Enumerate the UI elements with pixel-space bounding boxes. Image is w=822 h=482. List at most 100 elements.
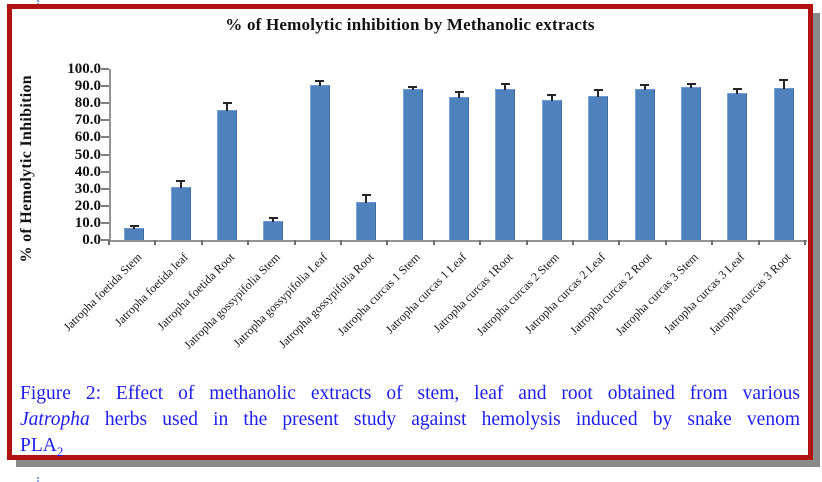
error-bar-cap <box>129 225 139 228</box>
y-tick-label: 100.0 <box>67 61 101 77</box>
caption-line-2: Jatropha herbs used in the present study… <box>20 407 800 433</box>
x-tick-mark <box>432 240 435 245</box>
bar-slot <box>204 69 250 240</box>
bar <box>588 96 609 240</box>
x-tick-mark <box>200 240 203 245</box>
y-tick-mark <box>101 153 109 156</box>
error-bar-cap <box>500 83 510 86</box>
y-tick-mark <box>101 239 109 241</box>
y-tick-mark <box>101 119 109 122</box>
error-bar-whisker <box>226 104 229 111</box>
y-tick-mark <box>101 136 109 139</box>
error-bar-cap <box>547 93 557 96</box>
caption-italic-word: Jatropha <box>20 409 90 430</box>
x-tick-mark <box>340 240 342 245</box>
bar-slot <box>111 69 157 240</box>
x-tick-mark <box>525 240 528 245</box>
error-bar-whisker <box>179 181 182 188</box>
x-category-label: Jatropha curcas 1 Stem <box>334 250 423 339</box>
bar <box>170 186 191 240</box>
caption-line-1: Figure 2: Effect of methanolic extracts … <box>20 383 800 404</box>
caption-pla-subscript: 2 <box>56 443 64 459</box>
y-tick-mark <box>101 221 109 224</box>
bar-slot <box>761 69 807 240</box>
figure-content: % of Hemolytic inhibition by Methanolic … <box>12 9 808 459</box>
x-tick-mark <box>618 240 621 245</box>
bar <box>402 88 423 240</box>
bar <box>727 92 748 240</box>
y-tick-label: 70.0 <box>74 112 101 129</box>
y-tick-mark <box>101 85 109 88</box>
y-tick-mark <box>101 187 109 190</box>
bar-slot <box>157 69 203 240</box>
y-tick-label: 80.0 <box>74 95 101 112</box>
bar-slot <box>714 69 760 240</box>
bar <box>356 202 377 240</box>
x-category-label: Jatropha curcas 1Root <box>429 250 516 336</box>
x-tick-mark <box>154 240 157 245</box>
x-category-label: Jatropha curcas 3 Leaf <box>660 250 748 337</box>
y-tick-label: 60.0 <box>74 129 101 146</box>
error-bar-whisker <box>690 85 693 88</box>
x-tick-mark <box>572 240 574 245</box>
x-tick-mark <box>108 240 110 245</box>
text-cursor-mark-bottom <box>37 477 39 482</box>
error-bar-whisker <box>643 86 646 91</box>
error-bar-cap <box>361 194 371 197</box>
error-bar-cap <box>686 83 696 86</box>
bar <box>541 99 562 240</box>
caption-pla: PLA <box>20 435 57 456</box>
error-bar-cap <box>176 179 186 182</box>
x-tick-mark <box>247 240 250 245</box>
error-bar-cap <box>640 84 650 87</box>
error-bar-cap <box>779 78 789 81</box>
bar <box>495 89 516 240</box>
x-category-label: Jatropha curcas 1 Leaf <box>382 250 469 337</box>
error-bar-whisker <box>318 81 321 87</box>
error-bar-cap <box>268 216 278 219</box>
bar-slot <box>529 69 575 240</box>
error-bar-cap <box>222 102 232 105</box>
bar <box>217 109 238 240</box>
bar-slot <box>436 69 482 240</box>
bar-slot <box>343 69 389 240</box>
error-bar-whisker <box>411 87 414 90</box>
caption-line-2-rest: herbs used in the present study against … <box>89 409 800 430</box>
x-category-label: Jatropha curcas 3 Stem <box>612 250 701 339</box>
bar <box>773 87 794 240</box>
bar <box>124 227 145 240</box>
bar-slot <box>621 69 667 240</box>
error-bar-whisker <box>597 91 600 98</box>
bar <box>449 97 470 240</box>
x-tick-mark <box>664 240 667 245</box>
x-tick-mark <box>386 240 389 245</box>
y-tick-label: 30.0 <box>74 180 101 197</box>
error-bar-whisker <box>736 89 739 94</box>
x-category-label: Jatropha foetida Stem <box>60 250 145 334</box>
chart-title: % of Hemolytic inhibition by Methanolic … <box>225 15 595 34</box>
x-tick-mark <box>804 240 806 245</box>
bar-slot <box>668 69 714 240</box>
error-bar-whisker <box>550 95 553 101</box>
y-tick-label: 20.0 <box>74 197 101 214</box>
figure-frame: % of Hemolytic inhibition by Methanolic … <box>7 4 813 460</box>
error-bar-cap <box>732 87 742 90</box>
y-tick-mark <box>101 102 109 105</box>
text-cursor-mark-top <box>37 0 39 5</box>
y-tick-mark <box>101 170 109 173</box>
bar <box>263 221 284 240</box>
y-tick-label: 50.0 <box>74 146 101 163</box>
bar-slot <box>250 69 296 240</box>
error-bar-cap <box>408 85 418 88</box>
x-tick-mark <box>711 240 714 245</box>
y-tick-mark <box>101 68 109 70</box>
x-tick-mark <box>479 240 482 245</box>
y-tick-label: 10.0 <box>74 214 101 231</box>
x-category-label: Jatropha curcas 2 Stem <box>473 250 562 339</box>
y-tick-label: 40.0 <box>74 163 101 180</box>
bar-slot <box>575 69 621 240</box>
caption-line-3: PLA2 <box>20 433 800 465</box>
y-tick-mark <box>101 204 109 207</box>
bar <box>309 85 330 240</box>
